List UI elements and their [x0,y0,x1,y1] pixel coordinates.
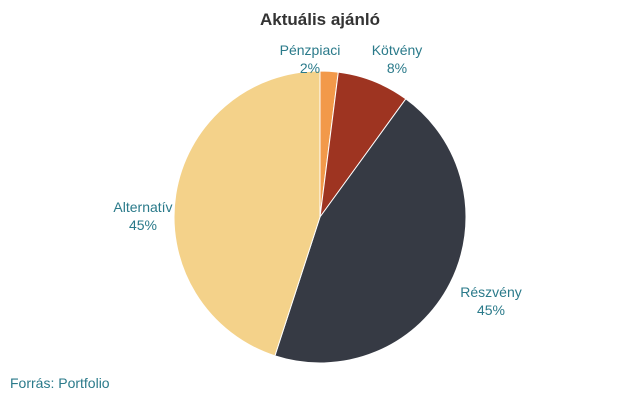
pie-slices [173,70,467,364]
slice-label: Részvény [460,284,521,300]
slice-value-label: 45% [129,217,157,233]
slice-value-label: 2% [300,60,320,76]
slice-value-label: 45% [477,302,505,318]
slice-label: Kötvény [372,42,423,58]
pie-slice-alternatív [173,70,321,357]
slice-value-label: 8% [387,60,407,76]
source-note: Forrás: Portfolio [10,375,110,391]
pie-slice-részvény [274,98,467,364]
slice-label: Pénzpiaci [280,42,341,58]
chart-title: Aktuális ajánló [260,10,380,29]
slice-label: Alternatív [113,199,172,215]
pie-labels: Pénzpiaci 2% Kötvény 8% Részvény 45% Alternatí… [113,42,521,318]
